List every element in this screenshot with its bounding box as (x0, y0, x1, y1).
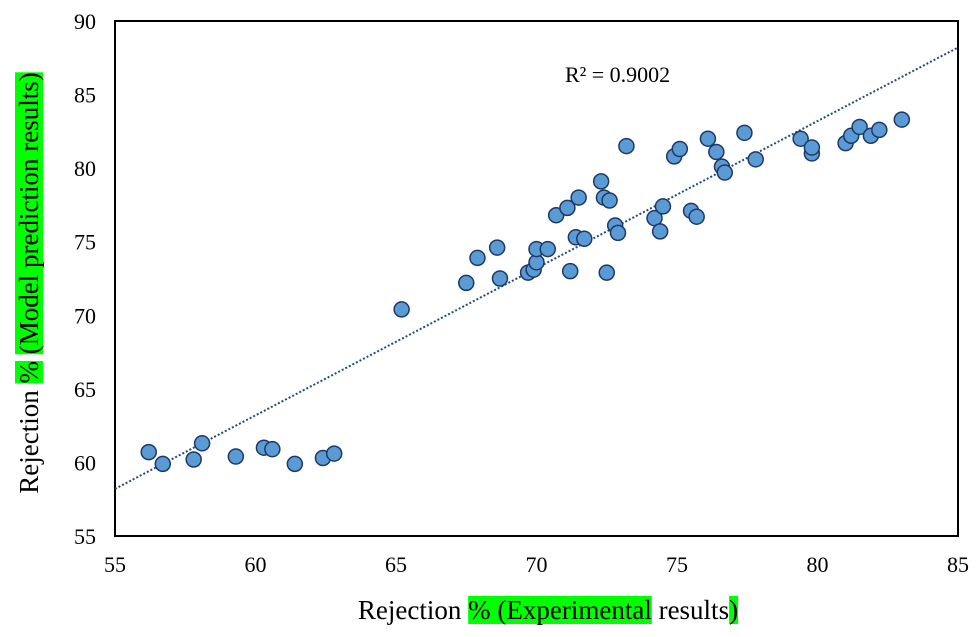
xaxis-title-part: % (Experimental (468, 595, 652, 625)
y-tick-label: 90 (74, 9, 96, 34)
yaxis-title-part (14, 354, 44, 361)
data-point (228, 449, 243, 464)
data-point (599, 265, 614, 280)
data-point (577, 231, 592, 246)
y-tick-label: 85 (74, 83, 96, 108)
x-tick-label: 85 (947, 552, 969, 577)
data-point (492, 271, 507, 286)
data-point (141, 445, 156, 460)
data-point (619, 139, 634, 154)
x-tick-label: 65 (385, 552, 407, 577)
data-point (894, 112, 909, 127)
x-tick-label: 70 (526, 552, 548, 577)
xaxis-title-part: results (652, 595, 729, 625)
x-axis-title: Rejection % (Experimental results) (358, 595, 738, 625)
data-point (186, 452, 201, 467)
yaxis-title-part: (Model prediction results) (14, 72, 44, 354)
data-point (804, 140, 819, 155)
data-point (602, 193, 617, 208)
x-tick-label: 60 (245, 552, 267, 577)
data-point (155, 456, 170, 471)
data-point (737, 125, 752, 140)
y-tick-label: 65 (74, 377, 96, 402)
data-point (540, 242, 555, 257)
data-point (470, 250, 485, 265)
data-point (672, 142, 687, 157)
data-point (490, 240, 505, 255)
data-point (748, 152, 763, 167)
data-point (655, 199, 670, 214)
data-point (653, 224, 668, 239)
data-point (563, 264, 578, 279)
data-point (709, 144, 724, 159)
x-tick-labels: 55 60 65 70 75 80 85 (104, 552, 969, 577)
data-point (717, 165, 732, 180)
data-point (872, 122, 887, 137)
data-point (689, 209, 704, 224)
y-axis-title: Rejection % (Model prediction results) (14, 72, 44, 493)
xaxis-title-part: Rejection (358, 595, 468, 625)
y-tick-label: 80 (74, 156, 96, 181)
data-point (459, 275, 474, 290)
data-point (571, 190, 586, 205)
xaxis-title-text: Rejection % (Experimental results) (358, 595, 738, 625)
data-point (700, 131, 715, 146)
r-squared-annotation: R² = 0.9002 (565, 62, 670, 87)
y-tick-label: 55 (74, 524, 96, 549)
x-tick-label: 55 (104, 552, 126, 577)
x-tick-label: 75 (666, 552, 688, 577)
yaxis-title-part: % (14, 361, 44, 384)
data-point (265, 442, 280, 457)
yaxis-title-part: Rejection (14, 383, 44, 493)
data-point (287, 456, 302, 471)
yaxis-title-text: Rejection % (Model prediction results) (14, 72, 44, 493)
y-tick-label: 70 (74, 303, 96, 328)
data-point (394, 302, 409, 317)
y-tick-label: 60 (74, 450, 96, 475)
y-tick-labels: 55 60 65 70 75 80 85 90 (74, 9, 96, 549)
data-point (327, 446, 342, 461)
data-point (195, 436, 210, 451)
data-point (594, 174, 609, 189)
data-point (610, 225, 625, 240)
xaxis-title-part: ) (729, 595, 738, 625)
y-tick-label: 75 (74, 230, 96, 255)
x-tick-label: 80 (807, 552, 829, 577)
